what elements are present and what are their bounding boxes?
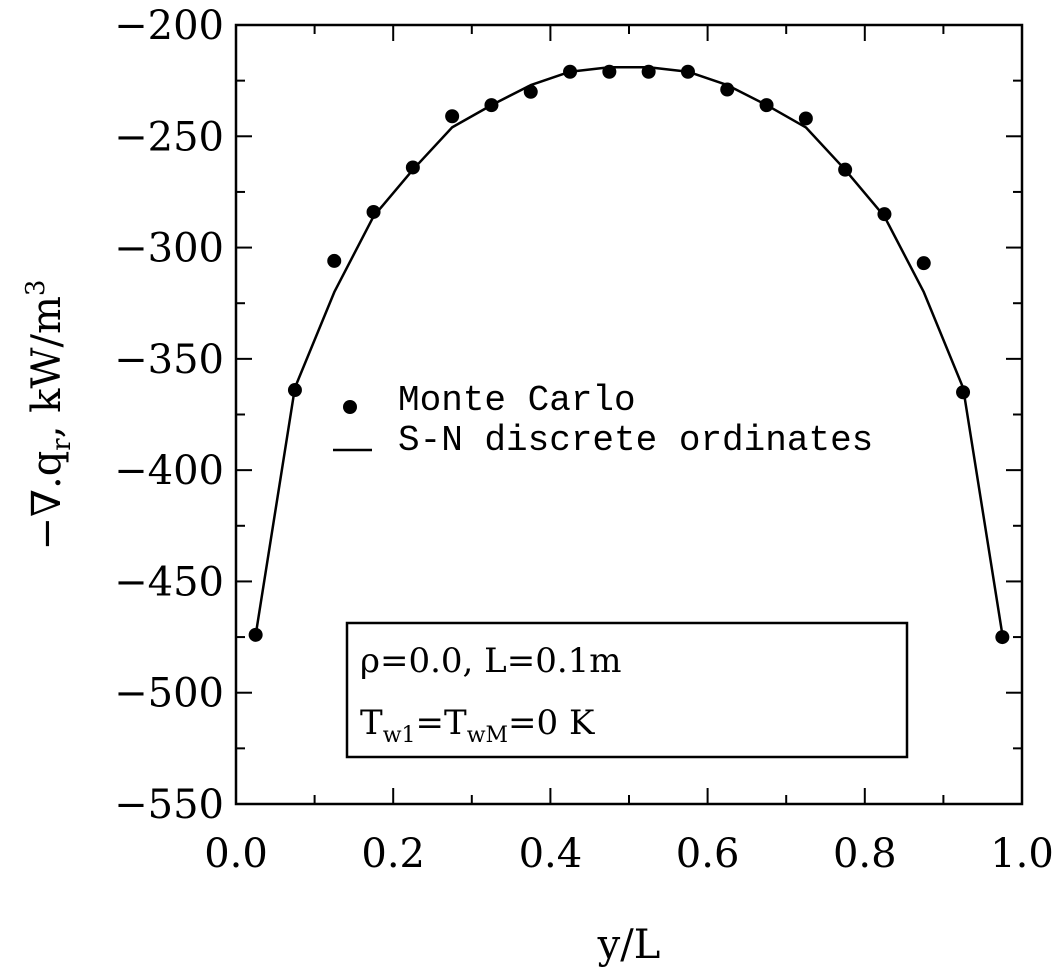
x-tick-label: 0.4 bbox=[519, 831, 583, 877]
annotation-sub-1: w1 bbox=[383, 723, 416, 748]
annotation-line-1: ρ=0.0, L=0.1m bbox=[360, 641, 622, 681]
legend-label-monte-carlo: Monte Carlo bbox=[398, 380, 636, 421]
data-point bbox=[995, 630, 1010, 645]
x-axis-label: y/L bbox=[597, 922, 661, 968]
y-axis-label-units: , kW/m bbox=[24, 296, 70, 438]
data-point bbox=[641, 64, 656, 79]
data-point bbox=[405, 160, 420, 175]
y-tick-label: −250 bbox=[114, 114, 224, 160]
annotation-frame bbox=[345, 621, 909, 759]
data-point bbox=[366, 204, 381, 219]
series-line-sn bbox=[254, 66, 1004, 635]
axis-ticks bbox=[235, 24, 1023, 805]
x-tick-labels: 0.0 0.2 0.4 0.6 0.8 1.0 bbox=[204, 831, 1054, 877]
legend: Monte Carlo S-N discrete ordinates bbox=[333, 380, 873, 461]
data-point bbox=[248, 627, 263, 642]
y-tick-label: −550 bbox=[114, 782, 224, 828]
data-point bbox=[720, 82, 735, 97]
data-point bbox=[838, 162, 853, 177]
annotation-t-2: =T bbox=[416, 703, 467, 743]
data-point bbox=[287, 383, 302, 398]
data-point bbox=[445, 109, 460, 124]
x-tick-label: 1.0 bbox=[990, 831, 1054, 877]
data-point bbox=[798, 111, 813, 126]
y-tick-labels: −200 −250 −300 −350 −400 −450 −500 −550 bbox=[114, 3, 224, 828]
series-line-path bbox=[254, 66, 1004, 635]
data-point bbox=[327, 253, 342, 268]
data-point bbox=[916, 256, 931, 271]
legend-label-sn: S-N discrete ordinates bbox=[398, 420, 873, 461]
y-tick-label: −500 bbox=[114, 671, 224, 717]
y-tick-label: −200 bbox=[114, 3, 224, 49]
data-point bbox=[759, 98, 774, 113]
y-tick-label: −350 bbox=[114, 337, 224, 383]
series-markers-monte-carlo bbox=[248, 64, 1010, 645]
x-tick-label: 0.2 bbox=[361, 831, 425, 877]
data-point bbox=[563, 64, 578, 79]
data-point bbox=[956, 385, 971, 400]
data-point bbox=[484, 98, 499, 113]
y-tick-label: −400 bbox=[114, 448, 224, 494]
y-tick-label: −300 bbox=[114, 226, 224, 272]
data-point bbox=[523, 84, 538, 99]
y-axis-label-sup: 3 bbox=[21, 280, 51, 297]
y-axis-label: −∇.qr, kW/m3 bbox=[21, 280, 77, 551]
annotation-t-1: T bbox=[360, 703, 383, 743]
y-tick-label: −450 bbox=[114, 559, 224, 605]
legend-marker-icon bbox=[343, 400, 357, 414]
data-point bbox=[680, 64, 695, 79]
x-tick-label: 0.6 bbox=[676, 831, 740, 877]
annotation-box: ρ=0.0, L=0.1m Tw1=TwM=0 K bbox=[345, 621, 909, 759]
y-axis-label-main: −∇.q bbox=[24, 451, 70, 551]
data-point bbox=[877, 207, 892, 222]
annotation-t-3: =0 K bbox=[508, 703, 595, 743]
x-tick-label: 0.0 bbox=[204, 831, 268, 877]
x-tick-label: 0.8 bbox=[833, 831, 897, 877]
y-axis-label-sub: r bbox=[47, 438, 77, 451]
annotation-line-2: Tw1=TwM=0 K bbox=[360, 703, 595, 748]
annotation-sub-2: wM bbox=[467, 723, 508, 748]
data-point bbox=[602, 64, 617, 79]
